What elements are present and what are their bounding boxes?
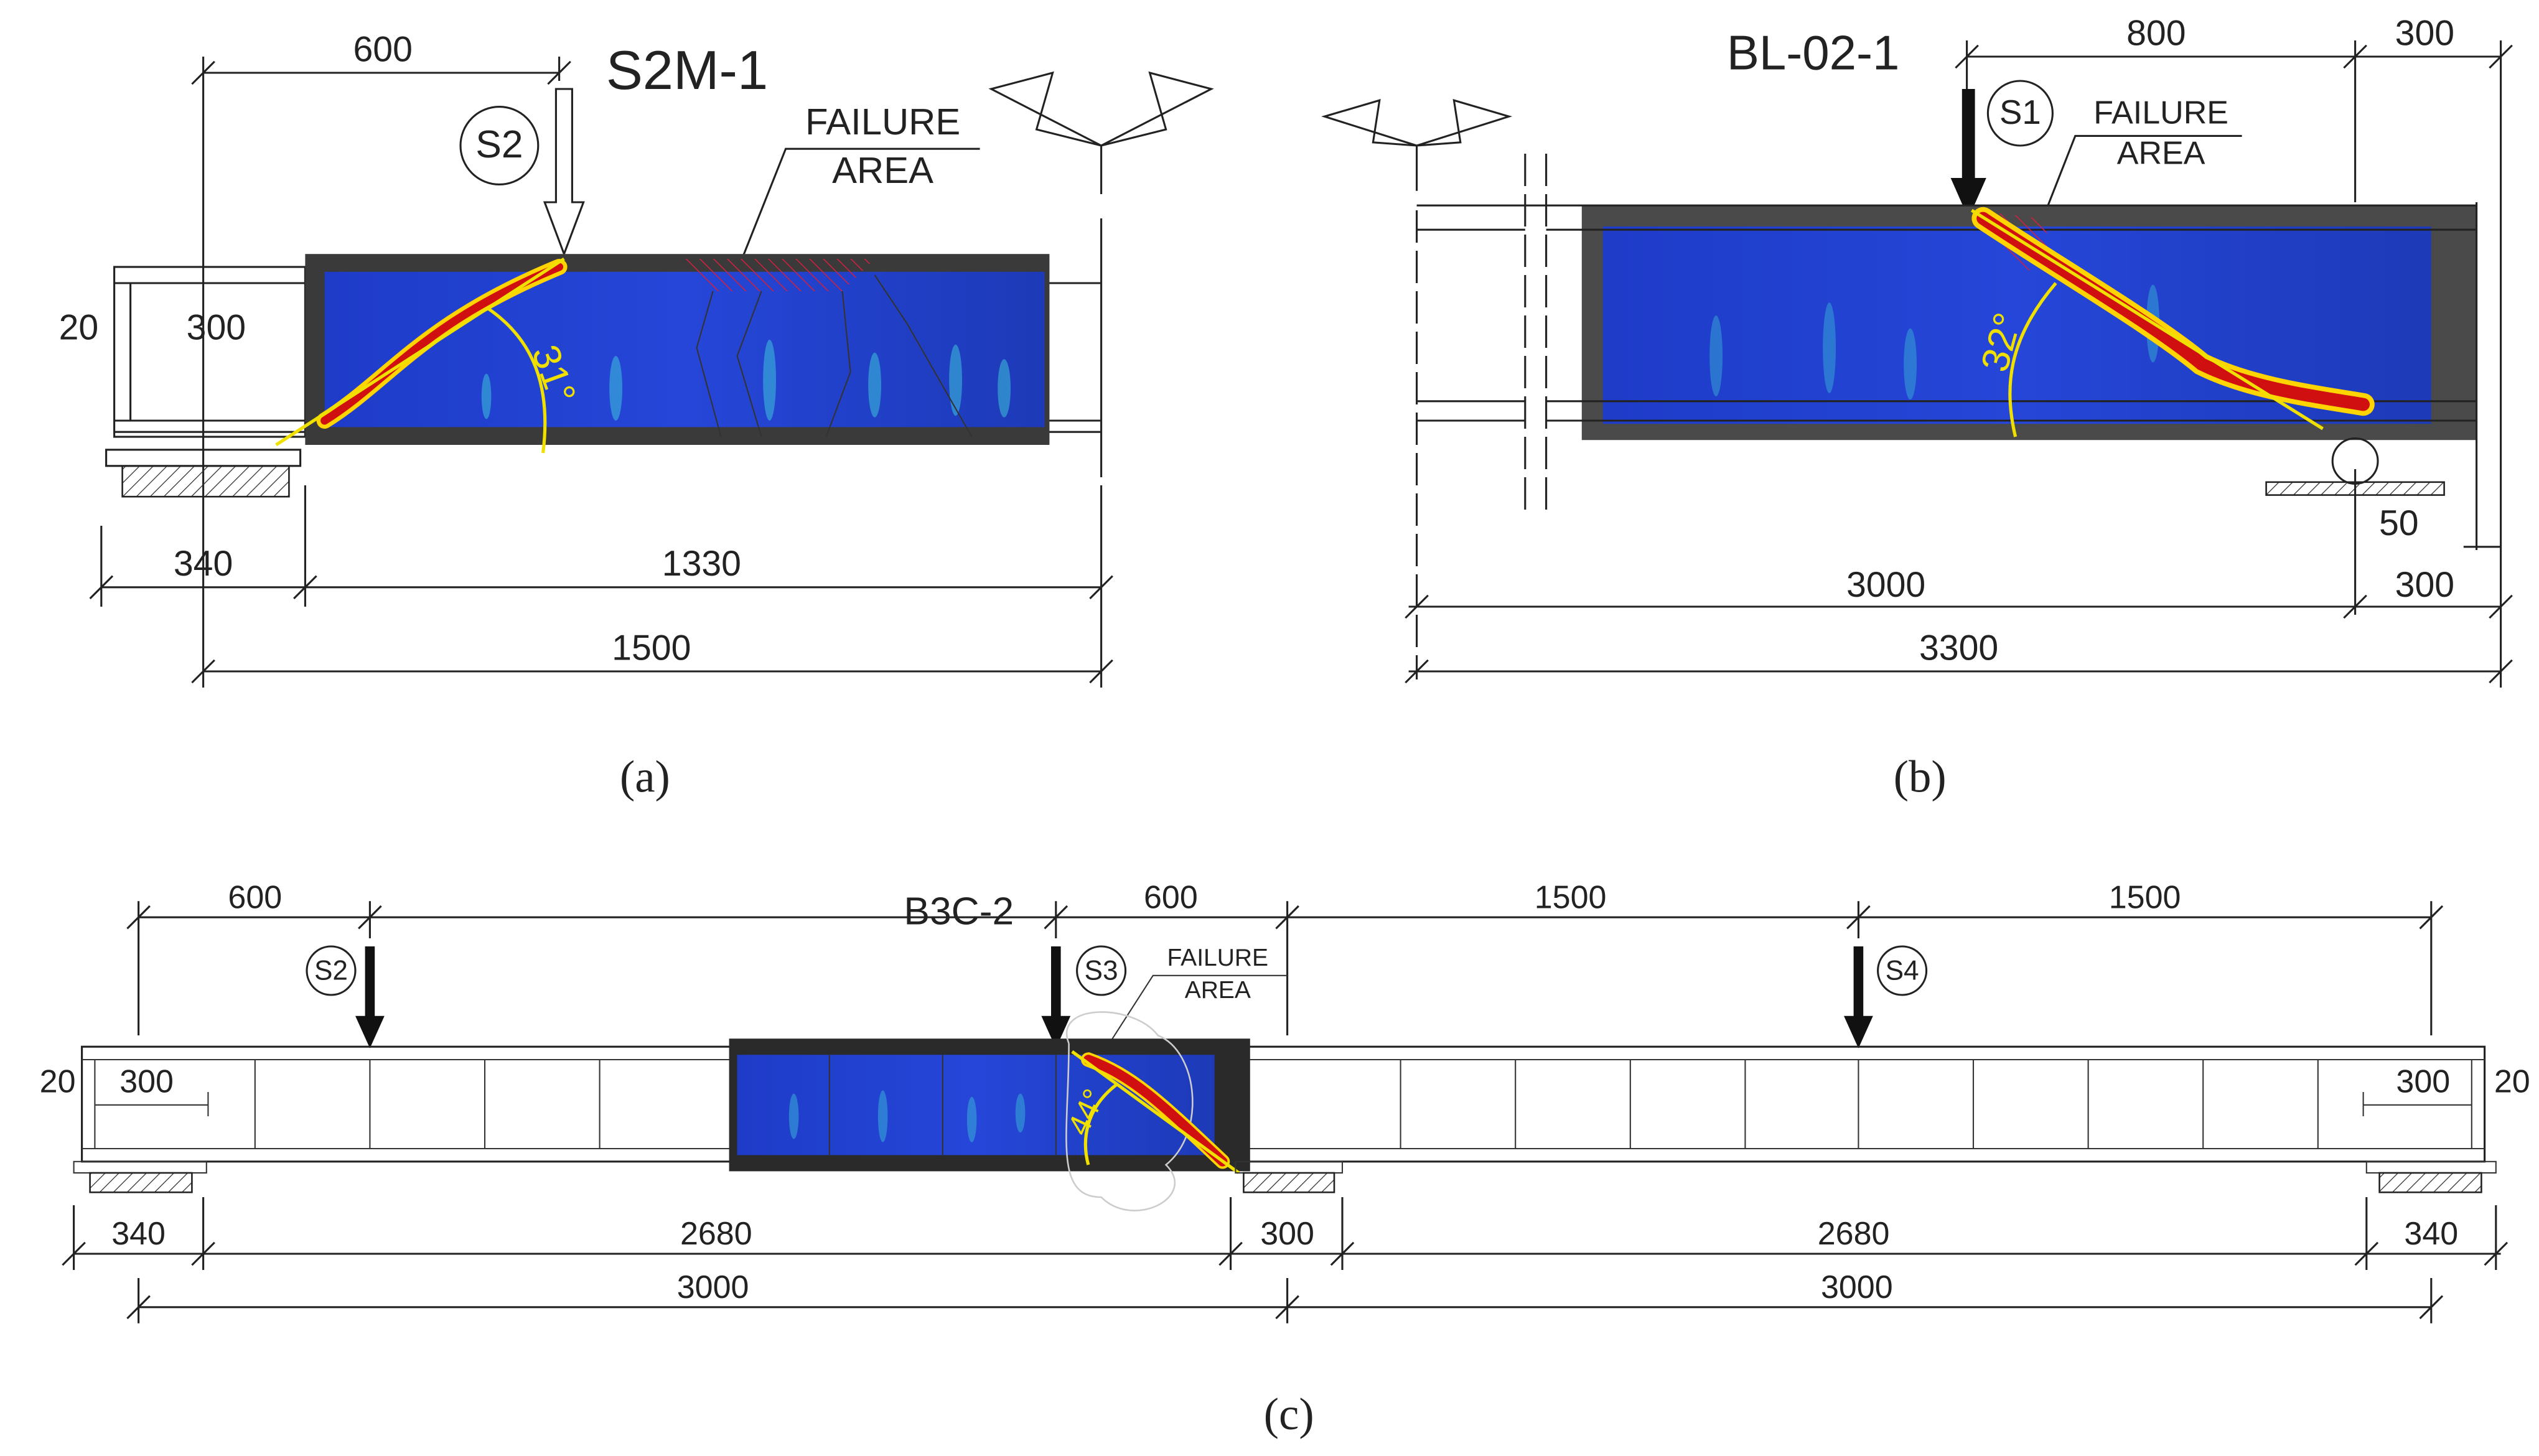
crack <box>1976 212 2370 411</box>
dimension-line <box>191 57 571 485</box>
panel-a: 600 S2M-1 S2 FAILURE AREA 31° 20 300 340… <box>59 29 1214 802</box>
caption: (a) <box>620 752 670 802</box>
load-circle <box>1986 80 2054 147</box>
support <box>73 1160 207 1174</box>
failure-text: AREA <box>832 149 933 191</box>
load-label: S2 <box>475 123 523 166</box>
dimension: 800 <box>2126 13 2186 53</box>
leader <box>741 147 980 259</box>
strain-streaks <box>788 1090 1026 1142</box>
support-base <box>121 465 290 498</box>
dimension: 600 <box>353 29 412 69</box>
failure-cloud <box>1065 1011 1194 1211</box>
dimension: 300 <box>187 308 246 348</box>
load-label: S4 <box>1886 955 1919 986</box>
caption: (b) <box>1894 752 1947 802</box>
support <box>2365 1160 2497 1174</box>
dimension: 600 <box>1144 879 1198 915</box>
support-base <box>89 1172 193 1193</box>
dimension: 3000 <box>1846 565 1925 605</box>
dimension: 300 <box>119 1064 174 1100</box>
caption: (c) <box>1264 1389 1314 1439</box>
dimension: 340 <box>174 544 233 584</box>
dimension: 2680 <box>680 1216 752 1252</box>
specimen-label: BL-02-1 <box>1727 26 1900 80</box>
dic-map <box>324 271 1045 427</box>
dimension: 20 <box>59 308 99 348</box>
dimension: 20 <box>40 1064 76 1100</box>
dimension: 3000 <box>1821 1269 1893 1305</box>
dimension-line <box>95 1092 2472 1116</box>
load-circle <box>1076 945 1127 996</box>
failure-text: AREA <box>1185 977 1251 1004</box>
dimension: 20 <box>2494 1064 2530 1100</box>
failure-text: AREA <box>2117 135 2205 171</box>
dimension: 300 <box>2396 1064 2450 1100</box>
stirrups <box>828 1055 1057 1155</box>
strain-streaks <box>481 340 1011 421</box>
load-circle <box>306 945 357 996</box>
break-lines <box>1416 154 1548 679</box>
failure-zone <box>677 259 875 291</box>
panel-c: 600 600 1500 1500 B3C-2 S2 S3 S4 FAILURE… <box>40 879 2530 1439</box>
load-label: S2 <box>314 955 348 986</box>
crack <box>320 263 564 425</box>
dimension: 1500 <box>612 628 691 668</box>
dimension: 600 <box>228 879 282 915</box>
beam <box>113 266 306 438</box>
cracks <box>696 274 973 437</box>
dimension: 1500 <box>2109 879 2181 915</box>
dimension-line <box>1405 202 2513 684</box>
dimension: 340 <box>111 1216 166 1252</box>
symmetry-flags <box>988 71 1214 477</box>
dic-map <box>737 1055 1215 1155</box>
beam <box>81 1045 2486 1163</box>
load-label: S1 <box>1999 93 2041 131</box>
specimen-label: S2M-1 <box>606 39 768 101</box>
leader <box>1108 974 1288 1044</box>
load-arrow <box>1950 89 1986 218</box>
load-label: S3 <box>1085 955 1118 986</box>
symmetry-flags <box>1321 99 1513 191</box>
load-arrow <box>543 88 585 257</box>
dimension-line <box>89 485 1113 688</box>
load-circle <box>459 106 540 185</box>
dimension: 50 <box>2379 503 2419 543</box>
failure-text: FAILURE <box>2093 95 2228 131</box>
support-base <box>2378 1172 2482 1193</box>
dimension: 2680 <box>1818 1216 1890 1252</box>
dimension: 300 <box>1260 1216 1314 1252</box>
dimension-line <box>62 1197 2509 1323</box>
dimension: 3300 <box>1919 628 1998 668</box>
leader <box>2042 134 2242 219</box>
specimen-label: B3C-2 <box>904 890 1014 933</box>
angle-mark <box>275 257 565 454</box>
load-circle <box>1877 945 1928 996</box>
failure-text: FAILURE <box>805 101 960 142</box>
stirrups <box>82 1058 2485 1150</box>
angle-mark <box>1071 1050 1240 1175</box>
dimension: 3000 <box>677 1269 749 1305</box>
dimension: 1330 <box>662 544 741 584</box>
dimension: 300 <box>2395 13 2454 53</box>
support-base <box>1243 1172 1335 1193</box>
angle-mark <box>1971 208 2324 437</box>
dimension-line <box>126 901 2444 1035</box>
crack <box>1083 1055 1228 1167</box>
dimension: 1500 <box>1535 879 1607 915</box>
support <box>1235 1160 1344 1174</box>
dimension: 300 <box>2395 565 2454 605</box>
dimension: 340 <box>2404 1216 2458 1252</box>
failure-text: FAILURE <box>1167 945 1269 971</box>
panel-b: BL-02-1 800 300 S1 FAILURE AREA 32° 50 3… <box>1321 13 2513 802</box>
